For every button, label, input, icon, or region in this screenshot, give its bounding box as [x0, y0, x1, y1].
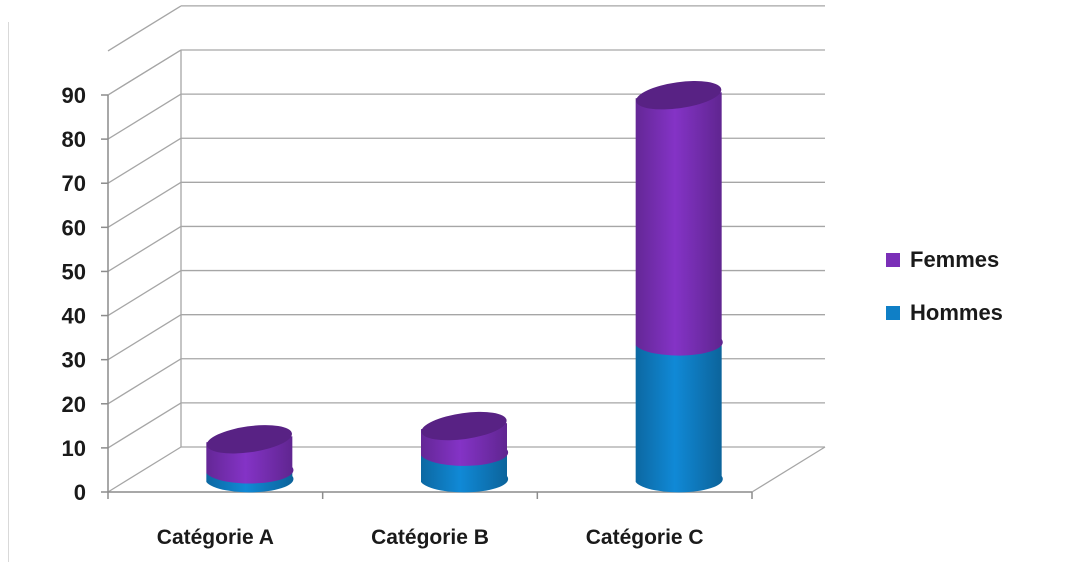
bar-top-cap [421, 411, 507, 441]
gridline-side [107, 137, 182, 184]
bar-hommes-3 [635, 339, 723, 493]
y-tick-label: 40 [62, 304, 86, 329]
x-tick-label: Catégorie A [157, 526, 274, 549]
x-tick-label: Catégorie C [586, 526, 704, 549]
y-tick-label: 50 [62, 259, 86, 284]
legend-label-femmes: Femmes [910, 247, 999, 272]
gridline-side [107, 181, 182, 228]
gridline-side [107, 270, 182, 317]
y-tick-label: 90 [62, 83, 86, 108]
x-tick-label: Catégorie B [371, 526, 489, 549]
legend-swatch-femmes [886, 253, 900, 267]
frame-border [8, 22, 9, 562]
legend-swatch-hommes [886, 306, 900, 320]
gridline-side [107, 49, 182, 96]
bar-femmes-3 [635, 92, 723, 356]
y-tick-label: 0 [74, 480, 86, 505]
y-tick-label: 20 [62, 392, 86, 417]
y-tick-labels: 0 10 20 30 40 50 60 70 80 90 [62, 83, 86, 505]
y-tick-label: 10 [62, 436, 86, 461]
legend-label-hommes: Hommes [910, 300, 1003, 325]
floor-right-edge [751, 446, 826, 493]
bar-top-cap [636, 81, 722, 110]
gridline-side [107, 225, 182, 272]
y-tick-label: 30 [62, 348, 86, 373]
gridline-side [107, 5, 182, 52]
gridline-side [107, 446, 182, 493]
axes [101, 94, 753, 499]
gridline-side [107, 93, 182, 140]
y-tick-label: 70 [62, 171, 86, 196]
bar-top-cap [206, 425, 292, 454]
y-tick-label: 60 [62, 215, 86, 240]
x-tick-labels: Catégorie A Catégorie B Catégorie C [157, 526, 704, 549]
gridline-side [107, 402, 182, 449]
legend: Femmes Hommes [886, 247, 1003, 325]
gridline-side [107, 314, 182, 361]
bars [206, 81, 723, 493]
gridline-side [107, 358, 182, 405]
y-tick-label: 80 [62, 127, 86, 152]
